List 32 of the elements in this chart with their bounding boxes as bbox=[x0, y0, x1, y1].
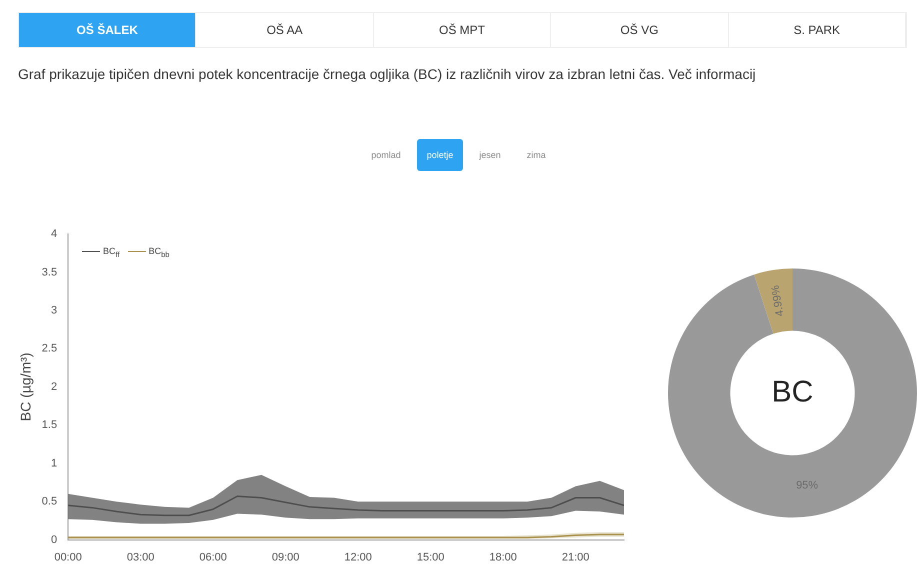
x-tick-label: 21:00 bbox=[562, 551, 590, 564]
text: poletje bbox=[416, 139, 464, 171]
y-tick-label: 3 bbox=[50, 304, 58, 316]
text: OŠ MPT bbox=[374, 13, 552, 47]
text: OŠ ŠALEK bbox=[19, 13, 196, 47]
y-tick-label: 0 bbox=[50, 534, 58, 546]
y-tick-label: 2.5 bbox=[42, 342, 58, 355]
y-axis-title: BC (µg/m³) bbox=[17, 352, 34, 422]
text: jesen bbox=[478, 149, 502, 162]
legend-label: BC$_{bb}$ bbox=[148, 246, 170, 259]
text: BC bbox=[772, 375, 814, 408]
text: OŠ AA bbox=[196, 13, 374, 47]
y-tick-label: 3.5 bbox=[42, 266, 58, 278]
y-tick-label: 1 bbox=[50, 457, 58, 470]
x-tick-label: 15:00 bbox=[416, 551, 444, 564]
text: zima bbox=[526, 149, 547, 162]
x-tick-label: 18:00 bbox=[489, 551, 517, 564]
x-tick-label: 09:00 bbox=[272, 551, 300, 564]
x-tick-label: 00:00 bbox=[54, 551, 82, 564]
data-label: 4.99% bbox=[770, 284, 786, 318]
x-tick-label: 06:00 bbox=[199, 551, 227, 564]
text: S. PARK bbox=[728, 13, 906, 47]
text: pomlad bbox=[370, 149, 402, 162]
x-tick-label: 03:00 bbox=[126, 551, 154, 564]
y-tick-label: 2 bbox=[50, 380, 58, 393]
y-tick-label: 0.5 bbox=[42, 496, 58, 508]
x-tick-label: 12:00 bbox=[344, 551, 372, 564]
text: OŠ VG bbox=[551, 13, 729, 47]
y-tick-label: 4 bbox=[50, 228, 58, 240]
legend-label: BC$_{ff}$ bbox=[102, 246, 120, 259]
y-tick-label: 1.5 bbox=[42, 419, 58, 432]
chart-subtitle: Graf prikazuje tipičen dnevni potek koncentracije črnega ogljika (BC) iz različnih virov za izbran letni čas. Več informacij bbox=[18, 65, 757, 84]
